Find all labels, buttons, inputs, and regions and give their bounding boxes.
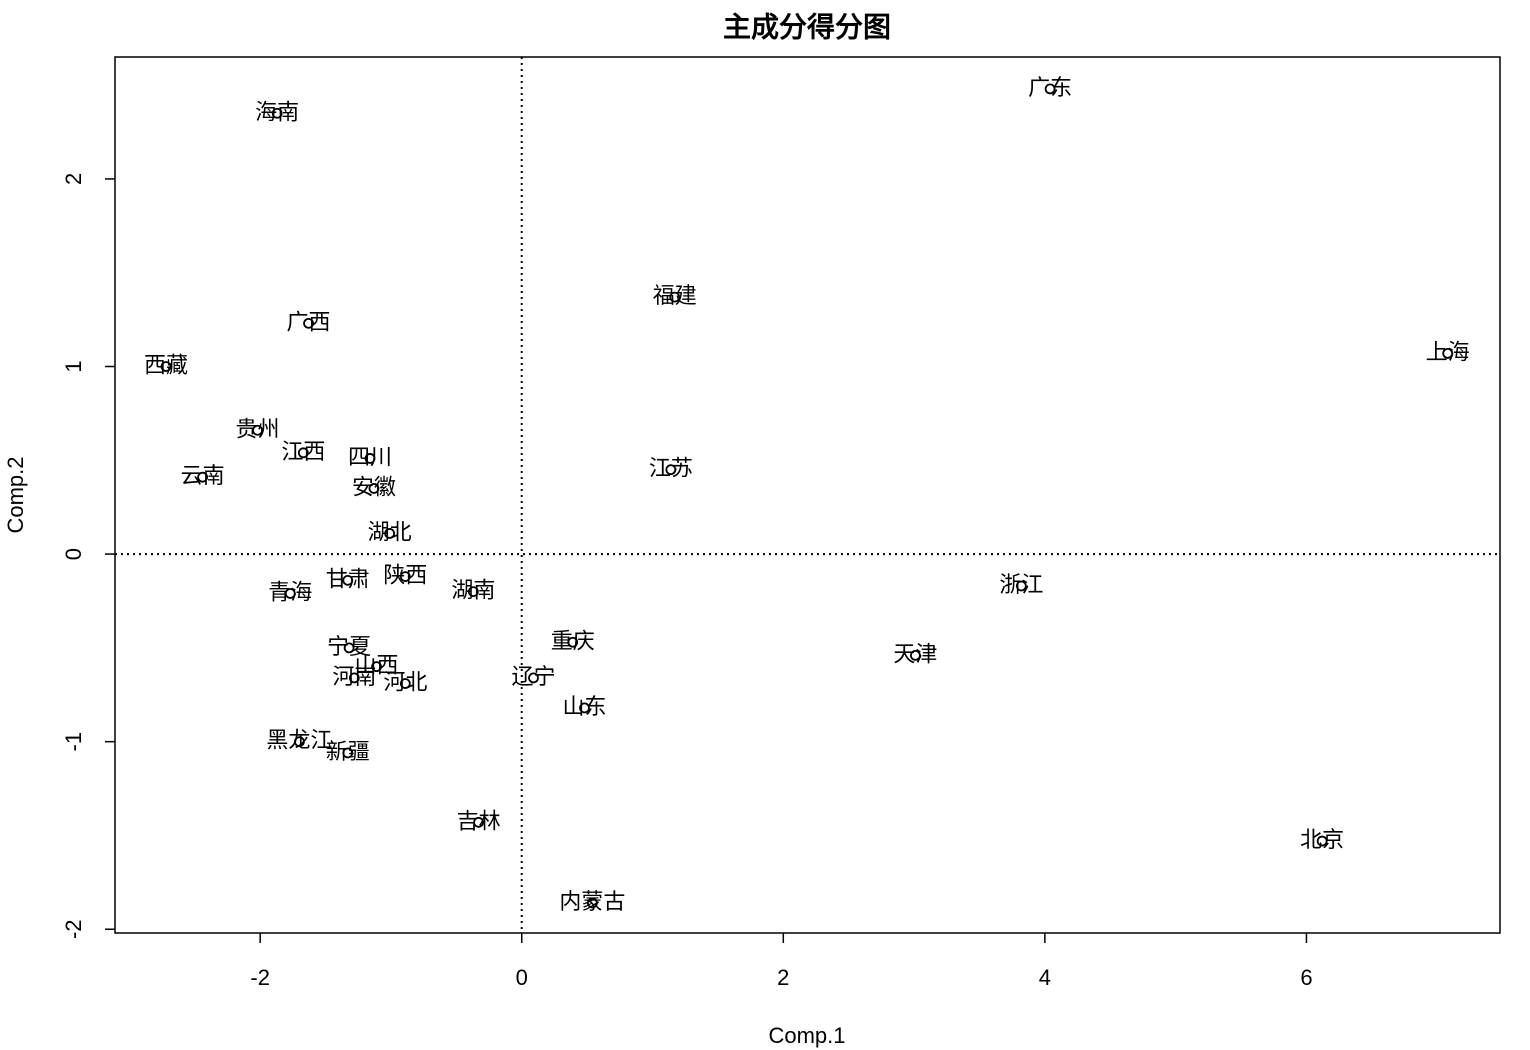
point-label: 湖北 — [368, 520, 412, 545]
point-label: 辽宁 — [512, 664, 556, 689]
point — [1316, 835, 1328, 847]
point-label: 广西 — [287, 309, 331, 334]
point-label: 河北 — [383, 670, 427, 695]
point-label: 海南 — [255, 99, 299, 124]
x-tick-label: 6 — [1300, 965, 1312, 990]
point-label: 新疆 — [326, 739, 370, 764]
y-tick-label: -2 — [61, 919, 86, 939]
point-label: 内蒙古 — [559, 889, 625, 914]
point-label: 黑龙江 — [266, 728, 332, 753]
point-label: 云南 — [181, 463, 225, 488]
point — [303, 317, 314, 329]
point-label: 安徽 — [352, 474, 396, 499]
point — [1015, 580, 1027, 592]
point-label: 山东 — [563, 694, 607, 719]
point — [197, 471, 209, 483]
point — [348, 672, 360, 684]
point-label: 重庆 — [551, 628, 595, 653]
point — [528, 672, 539, 684]
point — [160, 361, 172, 372]
point-label: 甘肃 — [326, 566, 370, 591]
point-label: 江西 — [281, 439, 325, 464]
point — [567, 636, 579, 648]
x-tick-label: -2 — [250, 965, 270, 990]
point — [252, 424, 263, 436]
point — [1044, 83, 1056, 95]
point — [371, 661, 382, 673]
point — [399, 571, 411, 582]
point — [909, 649, 921, 661]
x-axis-label: Comp.1 — [768, 1023, 845, 1048]
point-label: 青海 — [268, 580, 312, 605]
point — [399, 678, 411, 689]
point — [343, 642, 355, 654]
y-tick-label: 0 — [61, 548, 86, 560]
point — [297, 447, 309, 459]
point-label: 湖南 — [451, 578, 495, 603]
point — [579, 702, 590, 714]
point — [586, 897, 598, 909]
point — [473, 816, 484, 828]
point-label: 西藏 — [144, 353, 188, 378]
chart-title: 主成分得分图 — [723, 11, 891, 43]
point-label: 宁夏 — [327, 634, 371, 659]
point — [669, 291, 681, 303]
point — [342, 747, 354, 759]
y-axis-label: Comp.2 — [3, 456, 28, 533]
point — [368, 483, 380, 494]
point — [294, 736, 305, 748]
point-label: 陕西 — [383, 563, 427, 588]
point-label: 贵州 — [236, 416, 280, 441]
point-label: 天津 — [893, 641, 937, 666]
point-label: 上海 — [1426, 339, 1470, 364]
point — [665, 464, 677, 476]
y-tick-label: 1 — [61, 360, 86, 372]
point-label: 福建 — [653, 283, 697, 308]
point — [284, 588, 296, 599]
point — [384, 528, 396, 539]
point — [364, 453, 376, 464]
point — [1442, 347, 1454, 359]
x-tick-label: 4 — [1039, 965, 1051, 990]
x-tick-label: 0 — [516, 965, 528, 990]
plot-frame — [114, 56, 1501, 934]
point-label: 河南 — [332, 664, 376, 689]
point-label: 山西 — [355, 653, 399, 678]
point-label: 北京 — [1300, 827, 1344, 852]
point-label: 吉林 — [457, 808, 501, 833]
y-tick-label: 2 — [61, 173, 86, 185]
point — [467, 586, 479, 598]
point — [342, 574, 354, 586]
point-label: 江苏 — [649, 456, 693, 481]
point-label: 浙江 — [999, 572, 1043, 597]
x-tick-label: 2 — [777, 965, 789, 990]
y-tick-label: -1 — [61, 732, 86, 752]
point-label: 广东 — [1028, 75, 1072, 100]
point-label: 四川 — [348, 444, 392, 469]
point — [271, 107, 283, 119]
